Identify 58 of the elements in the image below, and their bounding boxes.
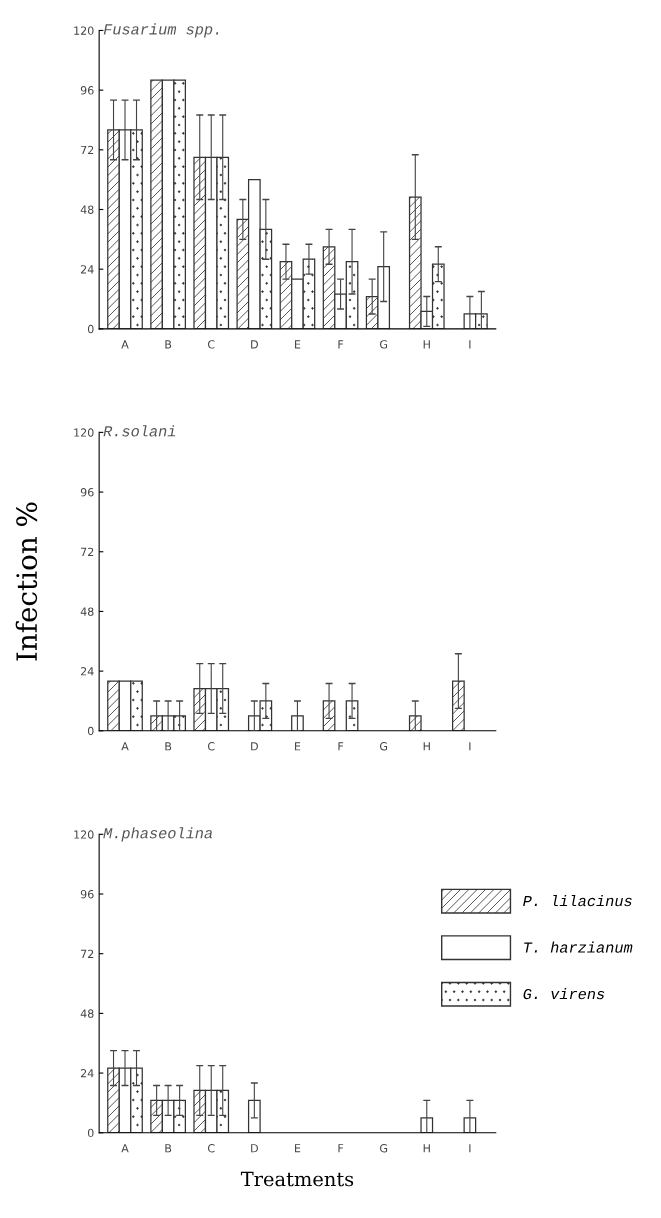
legend-label: T. harzianum xyxy=(524,941,633,953)
x-tick-label: A xyxy=(121,1144,129,1153)
x-tick-label: E xyxy=(295,340,301,349)
chart-title: Fusarium spp. xyxy=(103,23,219,38)
bar xyxy=(420,1117,434,1133)
x-tick-label: B xyxy=(165,340,172,349)
x-tick-label: C xyxy=(207,742,215,751)
y-tick-label: 96 xyxy=(80,488,94,497)
bar xyxy=(452,680,465,731)
x-tick-label: B xyxy=(165,742,172,751)
x-tick-label: G xyxy=(379,742,388,751)
x-tick-label: B xyxy=(165,1144,172,1153)
x-tick-label: I xyxy=(469,340,471,349)
y-tick-label: 96 xyxy=(80,86,94,95)
y-tick-label: 0 xyxy=(87,726,94,736)
y-tick-label: 0 xyxy=(87,324,94,334)
y-tick-label: 120 xyxy=(74,26,94,35)
y-tick-label: 24 xyxy=(80,1069,94,1078)
y-tick-label: 72 xyxy=(81,949,94,958)
x-tick-label: A xyxy=(121,340,129,349)
x-axis-title: Treatments xyxy=(240,1171,354,1187)
y-axis-title: Infection % xyxy=(15,502,38,661)
legend-label: G. virens xyxy=(523,988,605,1000)
x-tick-label: H xyxy=(423,340,430,349)
x-tick-label: G xyxy=(379,1144,388,1153)
x-tick-label: E xyxy=(295,1144,301,1153)
x-tick-label: A xyxy=(121,742,129,751)
y-tick-label: 48 xyxy=(80,205,94,214)
x-tick-label: F xyxy=(338,1144,344,1153)
y-tick-label: 24 xyxy=(80,265,94,274)
x-tick-label: D xyxy=(251,742,258,751)
x-tick-label: E xyxy=(295,742,301,751)
y-tick-label: 0 xyxy=(87,1128,94,1138)
x-tick-label: I xyxy=(469,742,471,751)
chart-title: R.solani xyxy=(103,425,176,437)
legend-label: P. lilacinus xyxy=(523,894,632,907)
chart-title: M.phaseolina xyxy=(103,827,213,842)
y-tick-label: 48 xyxy=(80,1009,94,1018)
y-tick-label: 96 xyxy=(80,889,94,899)
bar xyxy=(291,715,304,731)
y-tick-label: 120 xyxy=(74,428,94,437)
x-tick-label: D xyxy=(251,340,258,349)
x-tick-label: H xyxy=(423,742,430,751)
y-tick-label: 24 xyxy=(80,667,94,676)
y-tick-label: 72 xyxy=(81,547,94,556)
x-tick-label: C xyxy=(207,340,215,349)
y-tick-label: 72 xyxy=(81,145,94,155)
x-tick-label: F xyxy=(338,340,344,349)
x-tick-label: C xyxy=(207,1144,215,1153)
bar xyxy=(247,1099,261,1133)
x-tick-label: G xyxy=(379,340,388,349)
x-tick-label: H xyxy=(423,1144,430,1153)
bar xyxy=(408,715,422,731)
x-tick-label: D xyxy=(251,1144,258,1153)
y-tick-label: 120 xyxy=(74,830,94,839)
y-tick-label: 48 xyxy=(80,607,94,616)
x-tick-label: F xyxy=(338,742,344,751)
x-tick-label: I xyxy=(469,1144,471,1153)
